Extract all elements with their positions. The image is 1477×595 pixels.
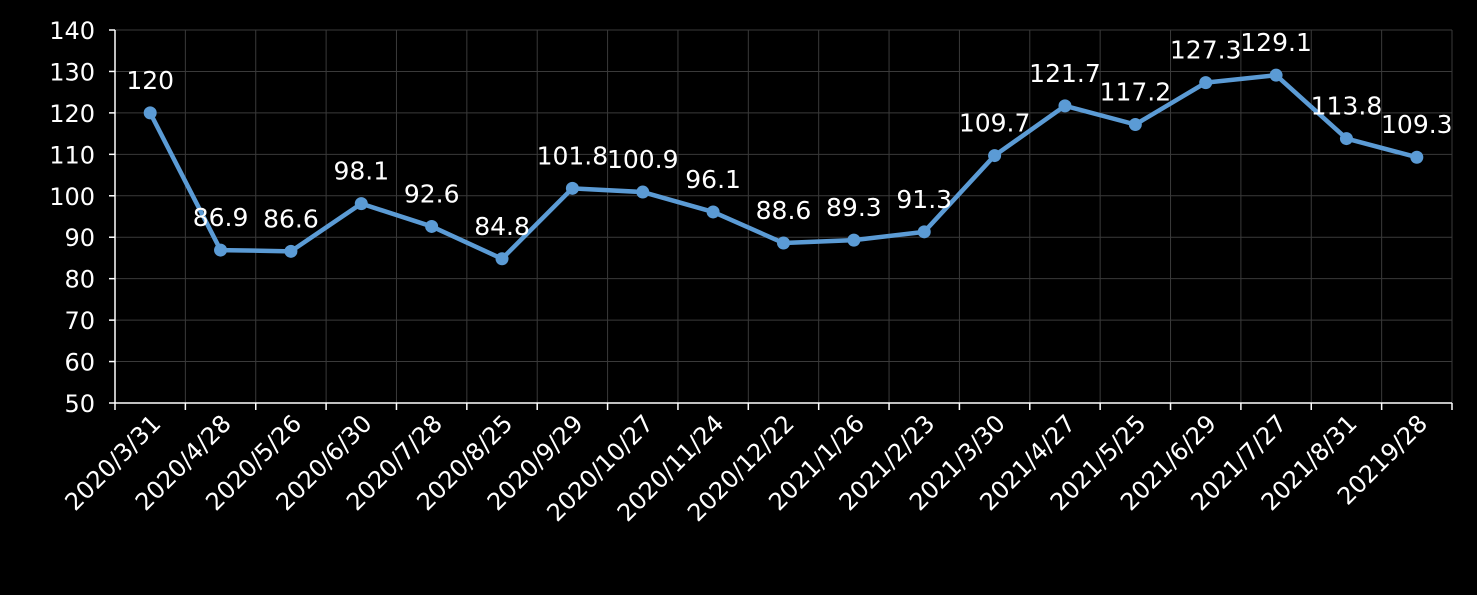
data-label: 84.8 [474,212,530,241]
data-point [565,181,579,195]
data-point [1058,99,1072,113]
data-point [143,106,157,120]
data-label: 109.3 [1381,110,1453,139]
data-label: 109.7 [959,109,1031,138]
data-label: 100.9 [607,145,679,174]
data-point [777,236,790,250]
data-points [143,68,1424,266]
data-point [495,252,509,266]
data-label: 129.1 [1240,28,1312,57]
data-point [284,244,298,258]
y-tick-label: 120 [49,100,95,128]
data-point [847,233,861,247]
data-point [425,219,439,233]
data-label: 113.8 [1311,92,1383,121]
y-tick-label: 80 [64,266,95,294]
data-label: 86.6 [263,204,319,233]
y-tick-label: 140 [49,17,95,45]
data-label: 117.2 [1100,77,1172,106]
data-label: 88.6 [756,196,812,225]
data-label: 127.3 [1170,36,1242,65]
data-point [1269,68,1283,82]
data-point [354,197,368,211]
y-tick-label: 60 [64,349,95,377]
data-label: 92.6 [404,179,460,208]
y-tick-label: 50 [64,390,95,418]
data-label: 101.8 [537,141,609,170]
data-point [917,225,931,239]
data-point [706,205,720,219]
data-point [636,185,650,199]
y-tick-label: 90 [64,224,95,252]
data-label: 86.9 [193,203,249,232]
data-label: 96.1 [685,165,741,194]
data-point [214,243,228,257]
y-tick-labels: 50 60 70 80 90 100 110 120 130 140 [49,17,95,418]
data-label: 121.7 [1029,59,1101,88]
data-point [1339,132,1353,146]
y-tick-label: 100 [49,183,95,211]
data-point [1199,76,1213,90]
data-point [1128,117,1142,131]
data-point [988,149,1002,163]
data-point [1410,150,1424,164]
y-tick-label: 130 [49,58,95,86]
x-tick-labels: 2020/3/312020/4/282020/5/262020/6/302020… [60,409,1433,527]
data-label: 91.3 [896,185,952,214]
data-label: 89.3 [826,193,882,222]
y-tick-label: 110 [49,141,95,169]
data-label: 120 [126,66,174,95]
y-tick-label: 70 [64,307,95,335]
data-label: 98.1 [333,157,389,186]
axes [109,29,1453,410]
